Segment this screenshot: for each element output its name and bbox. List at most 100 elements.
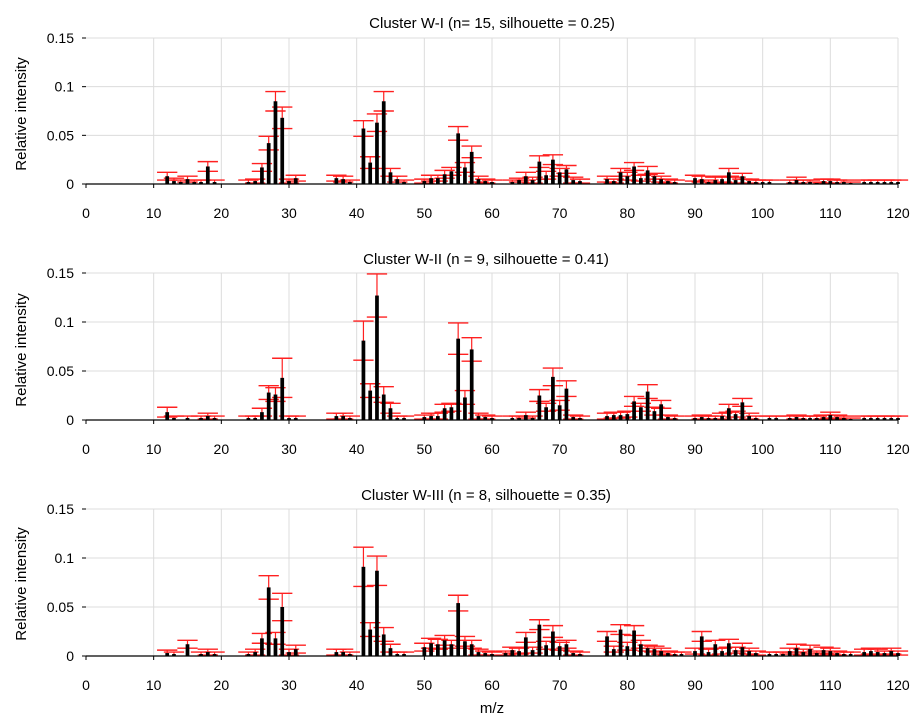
bar — [375, 295, 379, 420]
bar — [828, 651, 833, 656]
panel-cluster-w-ii: Cluster W-II (n = 9, silhouette = 0.41) … — [13, 251, 910, 457]
bar — [436, 644, 440, 656]
x-tick-label: 120 — [886, 205, 910, 221]
bar — [605, 416, 609, 420]
bar — [388, 408, 393, 420]
bar — [395, 654, 400, 656]
bar — [442, 174, 447, 184]
bar — [713, 418, 718, 420]
y-tick-label: 0.1 — [55, 79, 75, 95]
bar — [699, 417, 704, 420]
bar — [260, 412, 264, 420]
bar — [517, 418, 521, 420]
bar — [551, 631, 555, 656]
bar — [625, 176, 630, 184]
y-tick-label: 0 — [66, 648, 74, 664]
bar — [510, 418, 515, 420]
y-tick-label: 0.15 — [47, 501, 74, 517]
bar — [490, 182, 494, 184]
plot-area: 0 0.05 0.1 0.15 0 10 20 30 40 50 60 70 80 90 100 110 120 — [47, 30, 910, 221]
bar — [754, 653, 758, 656]
x-tick-label: 30 — [281, 677, 297, 693]
bar — [639, 178, 643, 184]
bar — [456, 338, 461, 420]
bar — [781, 654, 785, 656]
bar — [713, 644, 718, 656]
bar — [287, 181, 291, 184]
bar — [787, 651, 792, 656]
bar — [253, 181, 258, 184]
y-tick-label: 0.15 — [47, 30, 74, 46]
bar — [476, 179, 481, 184]
bar — [625, 646, 630, 656]
bar — [165, 412, 170, 420]
bar — [611, 181, 616, 184]
bar — [246, 418, 251, 420]
bar — [402, 654, 406, 656]
y-tick-label: 0.05 — [47, 363, 74, 379]
bar — [199, 654, 203, 656]
bar — [449, 171, 454, 184]
bar — [889, 418, 894, 420]
bar — [639, 407, 643, 420]
bar — [544, 645, 548, 656]
bar — [165, 176, 170, 184]
bar — [726, 172, 731, 184]
y-tick-label: 0.05 — [47, 127, 74, 143]
x-tick-label: 70 — [552, 441, 568, 457]
bar — [842, 182, 846, 184]
bar — [882, 653, 887, 656]
bar — [273, 638, 278, 656]
bar — [747, 416, 751, 420]
bar — [652, 176, 657, 184]
x-tick-label: 80 — [620, 441, 636, 457]
bar — [801, 182, 806, 184]
panel-title: Cluster W-I (n= 15, silhouette = 0.25) — [369, 15, 615, 32]
bar — [808, 418, 812, 420]
bar — [571, 417, 576, 420]
bar — [375, 122, 379, 184]
bar — [260, 167, 264, 184]
bar — [287, 418, 291, 420]
bar — [253, 652, 258, 656]
bar — [828, 415, 833, 420]
x-tick-label: 20 — [214, 205, 230, 221]
bar — [720, 416, 724, 420]
bar — [260, 638, 264, 656]
bar — [530, 650, 535, 656]
bar — [456, 133, 461, 184]
bar — [442, 640, 447, 656]
bar — [293, 178, 298, 184]
bar — [422, 647, 427, 656]
bar — [436, 178, 440, 184]
x-tick-label: 10 — [146, 205, 162, 221]
bar — [483, 653, 488, 656]
bar — [740, 402, 745, 420]
bar — [361, 340, 366, 420]
bar — [787, 418, 792, 420]
bar — [361, 128, 366, 184]
bar — [605, 636, 609, 656]
bar — [564, 169, 569, 184]
bar — [212, 182, 217, 184]
bar — [632, 166, 636, 184]
bar — [172, 181, 176, 184]
bar — [801, 418, 806, 420]
bar — [348, 182, 352, 184]
bar — [896, 653, 900, 656]
x-tick-label: 80 — [620, 677, 636, 693]
bar — [205, 166, 210, 184]
bar — [693, 418, 697, 420]
bar — [666, 653, 670, 656]
bar — [774, 654, 779, 656]
x-tick-label: 80 — [620, 205, 636, 221]
panel-title: Cluster W-II (n = 9, silhouette = 0.41) — [363, 251, 609, 268]
bar — [889, 182, 894, 184]
x-tick-label: 20 — [214, 441, 230, 457]
bar — [422, 417, 427, 420]
bar — [368, 390, 373, 420]
bar — [882, 418, 887, 420]
bar — [639, 644, 643, 656]
bar — [666, 181, 670, 184]
x-tick-label: 100 — [751, 677, 775, 693]
